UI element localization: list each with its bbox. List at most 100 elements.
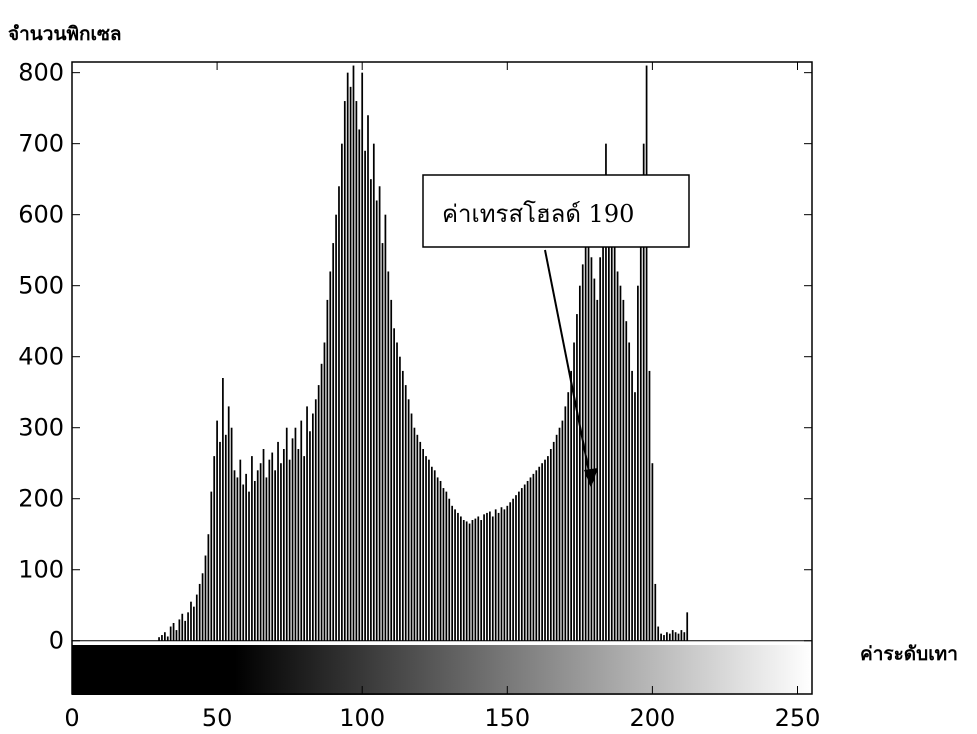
histogram-bar (210, 491, 213, 641)
histogram-bar (439, 480, 442, 641)
histogram-bar (419, 441, 422, 641)
histogram-bar (666, 632, 668, 641)
histogram-bar (500, 507, 503, 641)
histogram-bar (346, 72, 349, 641)
histogram-bar (558, 427, 561, 641)
histogram-bar (372, 143, 375, 641)
histogram-bar (483, 514, 485, 641)
x-axis-title: ค่าระดับเทา (860, 643, 958, 665)
histogram-bar (285, 427, 288, 641)
x-tick-label: 200 (629, 704, 675, 730)
histogram-bar (628, 342, 631, 641)
histogram-bar (306, 406, 308, 641)
histogram-bar (657, 626, 660, 641)
histogram-bar (433, 470, 436, 641)
histogram-bar (552, 441, 555, 641)
histogram-bar (326, 299, 329, 641)
histogram-bar (486, 512, 488, 641)
histogram-bar (303, 456, 306, 641)
histogram-bar (222, 378, 224, 641)
histogram-bar (248, 491, 250, 641)
histogram-bar (468, 523, 471, 641)
histogram-bar (253, 480, 256, 641)
histogram-bar (233, 470, 236, 641)
histogram-bar (204, 555, 207, 641)
histogram-bar (680, 630, 683, 641)
y-tick-label: 200 (18, 485, 64, 513)
histogram-bar (590, 257, 593, 641)
histogram-bar (230, 427, 233, 641)
histogram-bar (416, 434, 419, 641)
histogram-bar (390, 299, 393, 641)
histogram-bar (555, 434, 558, 641)
histogram-bar (605, 143, 607, 641)
histogram-bar (166, 636, 169, 641)
histogram-bar (370, 179, 372, 641)
histogram-bar (425, 456, 427, 641)
histogram-bar (271, 452, 274, 641)
histogram-bar (300, 420, 303, 641)
histogram-bar (512, 498, 514, 641)
histogram-bar (573, 342, 575, 641)
histogram-bar (224, 434, 227, 641)
histogram-bar (544, 459, 546, 641)
histogram-bar (529, 477, 532, 641)
histogram-bar (610, 228, 613, 641)
histogram-bar (169, 626, 172, 641)
histogram-bar (282, 449, 285, 641)
histogram-bar (491, 516, 494, 641)
annotation-box (422, 174, 690, 248)
histogram-bar (497, 512, 500, 641)
histogram-bar (187, 612, 189, 641)
histogram-bar (265, 477, 268, 641)
histogram-bar (515, 495, 517, 641)
histogram-bar (396, 342, 398, 641)
histogram-bar (207, 534, 210, 641)
histogram-bar (436, 477, 439, 641)
histogram-bar (158, 637, 160, 641)
y-tick-label: 0 (49, 627, 64, 655)
histogram-bar (448, 498, 451, 641)
histogram-bar (683, 632, 686, 641)
y-tick-label: 400 (18, 343, 64, 371)
histogram-bar (477, 516, 480, 641)
histogram-bar (387, 271, 390, 641)
histogram-bar (262, 449, 265, 641)
histogram-bar (352, 65, 355, 641)
histogram-bar (578, 285, 581, 641)
histogram-bar (198, 583, 201, 641)
histogram-bar (314, 399, 317, 641)
histogram-bar (343, 101, 346, 641)
histogram-bar (561, 420, 564, 641)
histogram-bar (323, 342, 326, 641)
histogram-bar (639, 214, 642, 641)
histogram-bar (489, 511, 491, 641)
histogram-bar (602, 214, 604, 641)
histogram-bar (297, 449, 300, 641)
histogram-bar (564, 406, 567, 641)
x-tick-label: 250 (775, 704, 821, 730)
histogram-bar (216, 420, 218, 641)
histogram-bar (581, 264, 584, 641)
histogram-bar (193, 606, 195, 641)
histogram-bar (201, 573, 204, 641)
histogram-bar (413, 427, 416, 641)
histogram-bar (526, 480, 529, 641)
histogram-bar (175, 630, 178, 641)
histogram-bar (329, 271, 332, 641)
histogram-bar (236, 477, 239, 641)
histogram-bar (538, 466, 541, 641)
histogram-bar (454, 509, 456, 641)
histogram-bar (317, 385, 320, 641)
histogram-bar (608, 186, 610, 641)
histogram-bar (338, 186, 340, 641)
x-tick-label: 100 (339, 704, 385, 730)
histogram-bar (547, 456, 549, 641)
histogram-bar (341, 143, 343, 641)
histogram-bar (367, 115, 369, 641)
histogram-bar (576, 314, 578, 641)
histogram-bar (172, 622, 175, 641)
histogram-bar (393, 328, 395, 641)
histogram-bar (268, 459, 271, 641)
